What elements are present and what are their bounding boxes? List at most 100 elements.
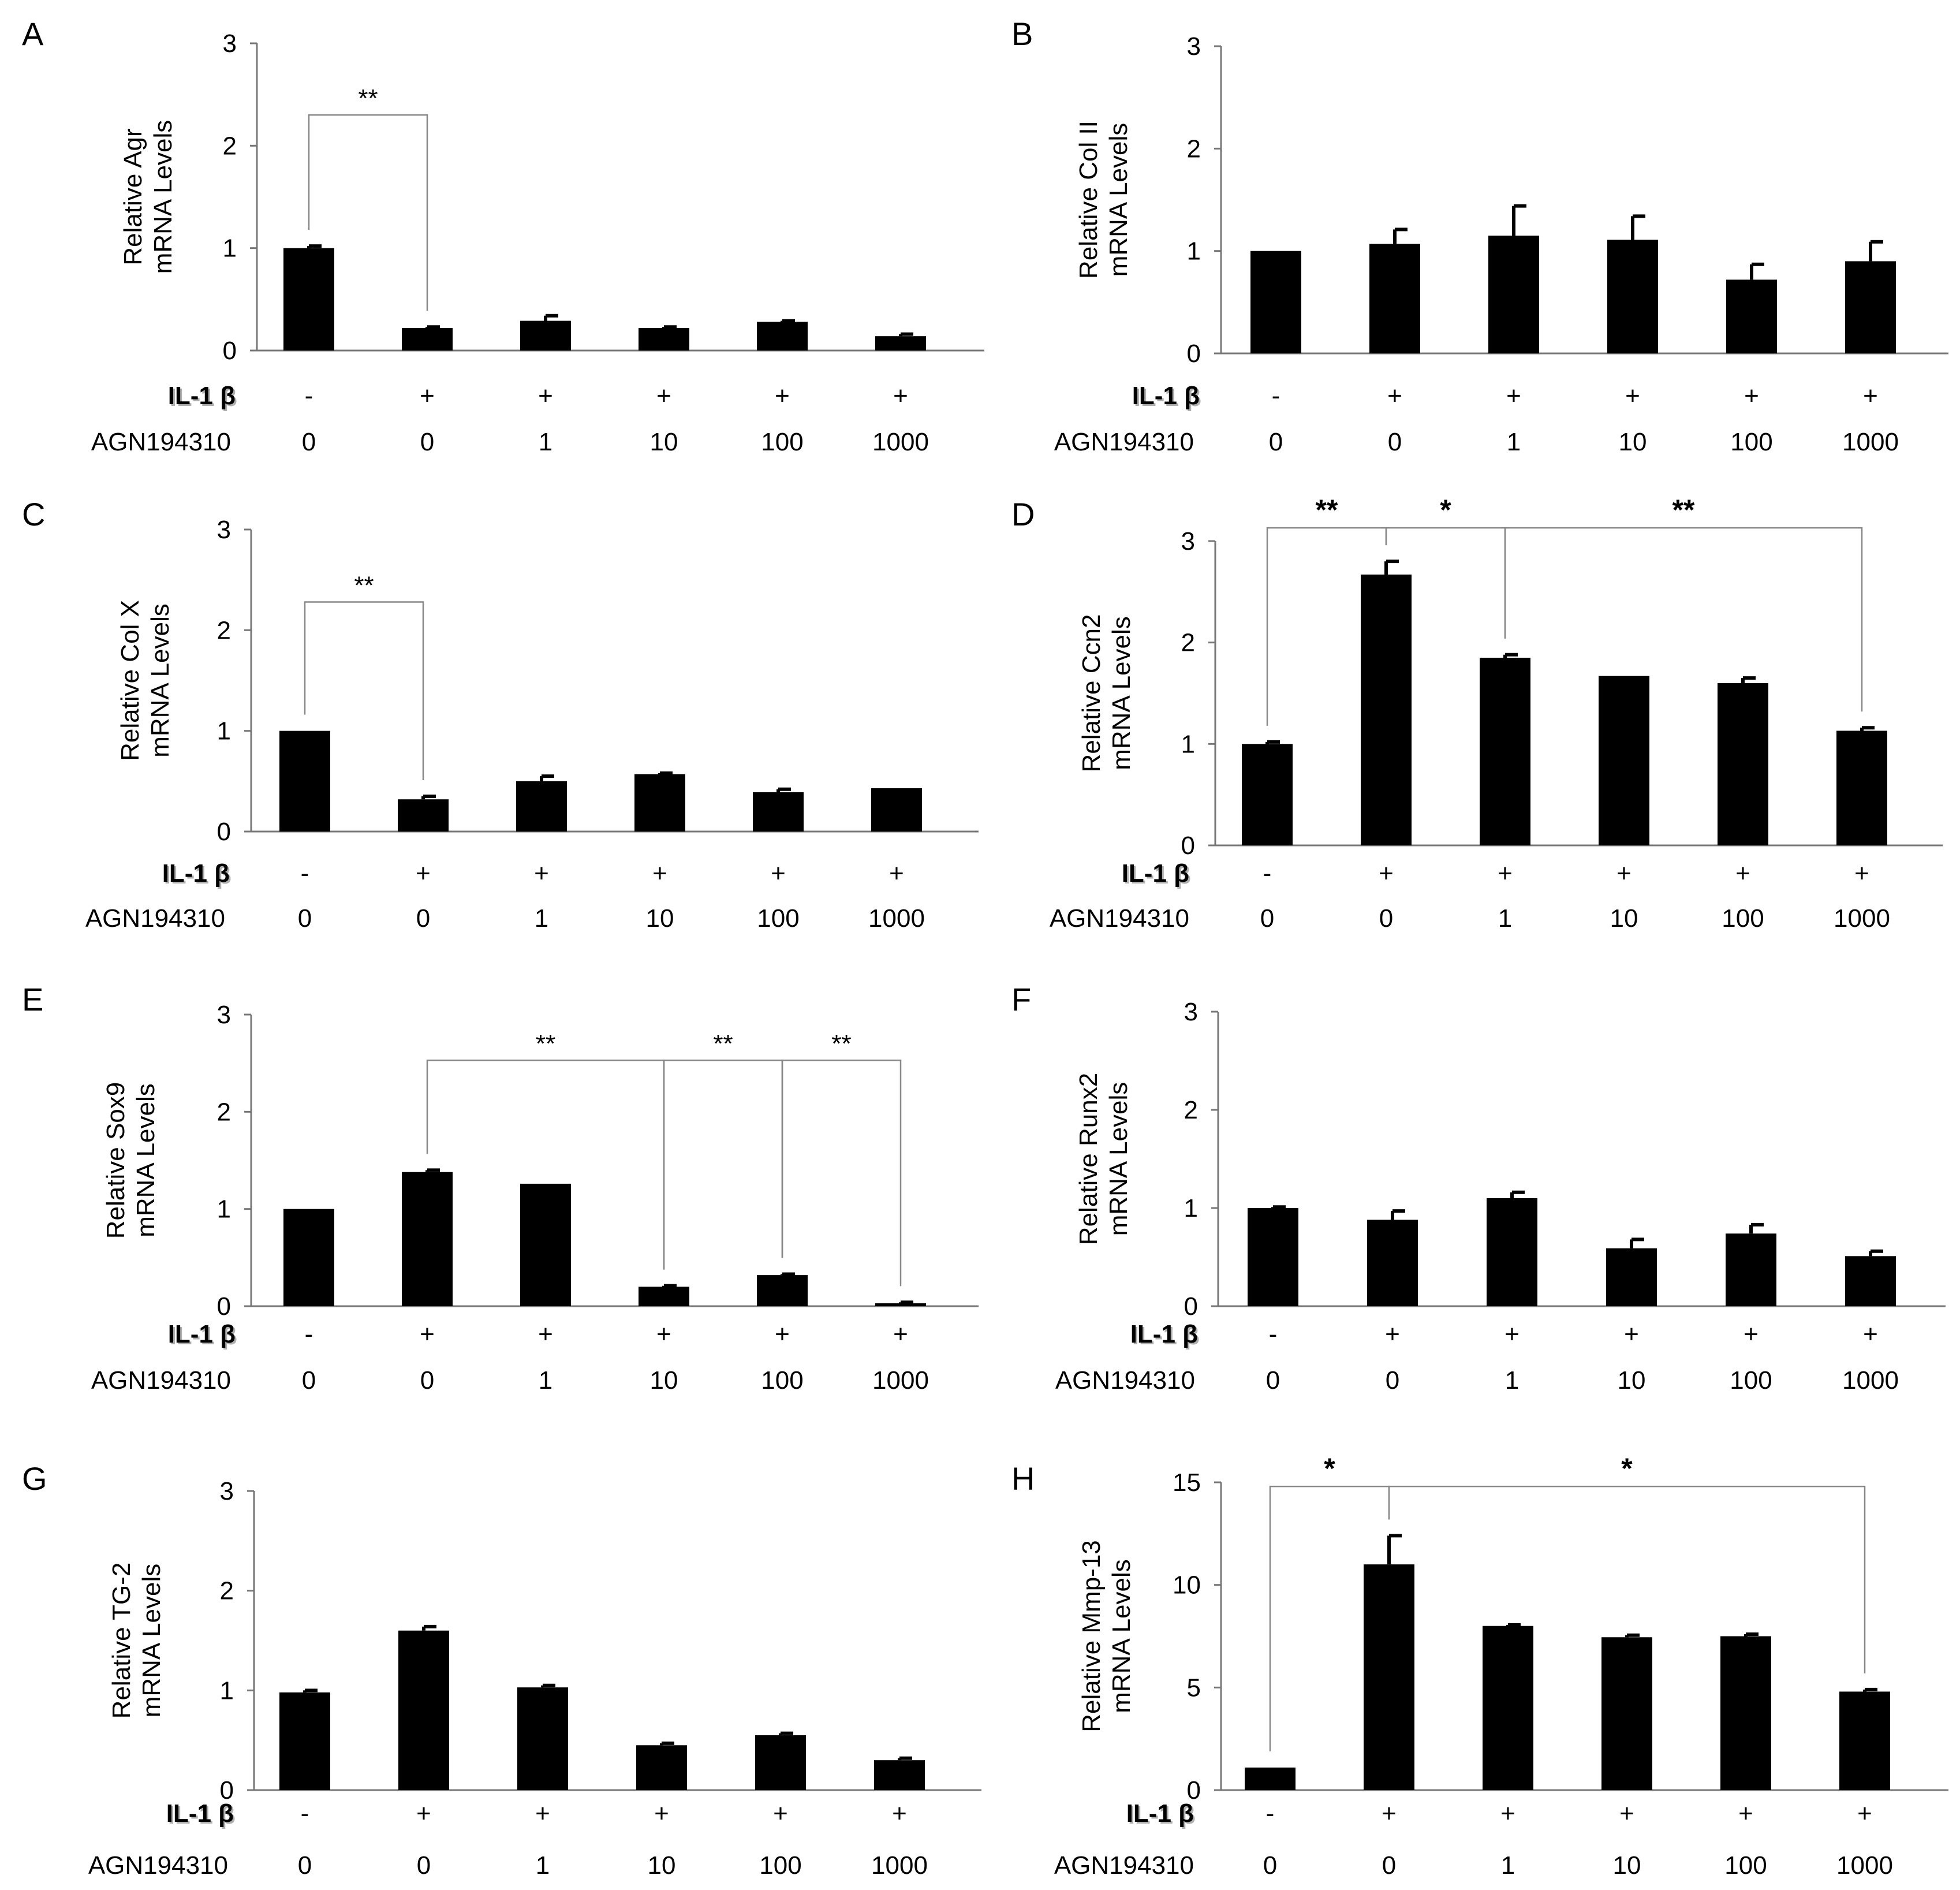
- y-axis-label: Relative Agr: [119, 128, 147, 265]
- y-axis-label: Relative Ccn2: [1077, 614, 1106, 773]
- panel-letter: D: [1011, 496, 1035, 532]
- y-tick-label: 1: [220, 1676, 234, 1705]
- bar: [636, 1745, 687, 1790]
- significance-bracket: [663, 1059, 783, 1270]
- il1b-sign: +: [534, 859, 549, 888]
- il1b-sign: -: [305, 1320, 313, 1348]
- bar: [1845, 1256, 1896, 1306]
- significance-bracket: [781, 1059, 902, 1287]
- y-tick-label: 10: [1173, 1571, 1201, 1600]
- y-tick-label: 2: [217, 616, 231, 644]
- bar: [755, 1735, 806, 1790]
- bar: [634, 774, 685, 832]
- il1b-sign: +: [1735, 859, 1750, 888]
- bar: [1601, 1637, 1652, 1790]
- y-tick-label: 0: [1184, 1292, 1198, 1321]
- bar: [1245, 1767, 1296, 1790]
- significance-marker: **: [358, 84, 378, 113]
- agn-dose-label: 100: [1730, 428, 1772, 456]
- y-tick-label: 1: [1181, 730, 1195, 758]
- panel-letter: E: [22, 981, 43, 1017]
- bar: [1367, 1220, 1418, 1306]
- bar: [1836, 730, 1887, 845]
- il1b-sign: +: [538, 1320, 553, 1348]
- y-tick-label: 3: [1181, 527, 1195, 556]
- il1b-sign: +: [1382, 1799, 1397, 1828]
- agn-dose-label: 1000: [1834, 904, 1890, 933]
- agn-dose-label: 1000: [868, 904, 925, 933]
- panel-letter: C: [22, 496, 45, 532]
- bar: [1361, 574, 1412, 845]
- bar: [1726, 279, 1777, 353]
- il1b-sign: -: [301, 1799, 309, 1828]
- y-tick-label: 0: [217, 1292, 231, 1321]
- bar: [283, 248, 334, 351]
- il1b-row-label: IL-1 β: [1132, 382, 1200, 410]
- agn-dose-label: 0: [1266, 1366, 1280, 1395]
- y-axis-label: mRNA Levels: [137, 1564, 166, 1718]
- bar: [279, 730, 330, 832]
- il1b-row-label: IL-1 β: [168, 1320, 236, 1348]
- significance-marker: **: [536, 1030, 555, 1058]
- y-axis-label: Relative Sox9: [102, 1082, 130, 1239]
- bar: [517, 1687, 568, 1790]
- bar: [1369, 244, 1420, 353]
- panel-letter: F: [1011, 981, 1031, 1017]
- bar: [757, 1275, 808, 1306]
- il1b-row-label: IL-1 β: [1122, 859, 1189, 888]
- y-tick-label: 1: [1184, 1194, 1198, 1222]
- il1b-sign: +: [416, 859, 431, 888]
- significance-marker: **: [1316, 494, 1338, 526]
- bar: [402, 327, 453, 351]
- significance-marker: **: [1672, 494, 1695, 526]
- y-axis-label: mRNA Levels: [132, 1083, 160, 1237]
- y-tick-label: 1: [1187, 237, 1201, 266]
- y-tick-label: 3: [223, 29, 237, 58]
- y-tick-label: 2: [1181, 629, 1195, 657]
- il1b-sign: +: [893, 382, 908, 410]
- agn-dose-label: 1: [539, 1366, 552, 1395]
- il1b-sign: +: [1506, 382, 1521, 410]
- il1b-sign: +: [1619, 1799, 1634, 1828]
- panel-letter: B: [1011, 16, 1033, 52]
- agn-dose-label: 100: [1724, 1851, 1767, 1880]
- bar: [398, 1630, 449, 1790]
- il1b-sign: +: [1504, 1320, 1520, 1348]
- y-axis-label: mRNA Levels: [1107, 616, 1136, 770]
- bar: [1718, 683, 1768, 845]
- bar: [1720, 1636, 1771, 1790]
- bar: [1726, 1233, 1776, 1306]
- agn-dose-label: 0: [298, 904, 312, 933]
- y-tick-label: 2: [223, 132, 237, 160]
- bar: [757, 322, 808, 351]
- y-axis-label: Relative Col X: [116, 600, 144, 761]
- il1b-row-label: IL-1 β: [1126, 1799, 1194, 1828]
- bar: [279, 1692, 330, 1790]
- il1b-sign: +: [1616, 859, 1632, 888]
- agn-row-label: AGN194310: [1054, 1851, 1194, 1880]
- il1b-row-label: IL-1 β: [166, 1799, 234, 1828]
- il1b-sign: +: [416, 1799, 431, 1828]
- bar: [1606, 1248, 1657, 1306]
- agn-dose-label: 10: [650, 1366, 678, 1395]
- il1b-sign: +: [1863, 1320, 1878, 1348]
- agn-dose-label: 100: [759, 1851, 801, 1880]
- bar: [753, 792, 804, 832]
- bar: [1483, 1626, 1533, 1790]
- il1b-sign: -: [305, 382, 313, 410]
- agn-dose-label: 1000: [872, 1366, 929, 1395]
- agn-dose-label: 10: [1610, 904, 1638, 933]
- il1b-row-label-shadow: IL-1 β: [1123, 861, 1191, 889]
- il1b-sign: +: [775, 1320, 790, 1348]
- il1b-row-label: IL-1 β: [168, 382, 236, 410]
- il1b-row-label-shadow: IL-1 β: [1128, 1801, 1196, 1829]
- il1b-sign: -: [1266, 1799, 1275, 1828]
- y-tick-label: 2: [1187, 135, 1201, 163]
- bar: [1364, 1564, 1414, 1790]
- y-tick-label: 3: [1187, 32, 1201, 61]
- agn-row-label: AGN194310: [1054, 428, 1194, 456]
